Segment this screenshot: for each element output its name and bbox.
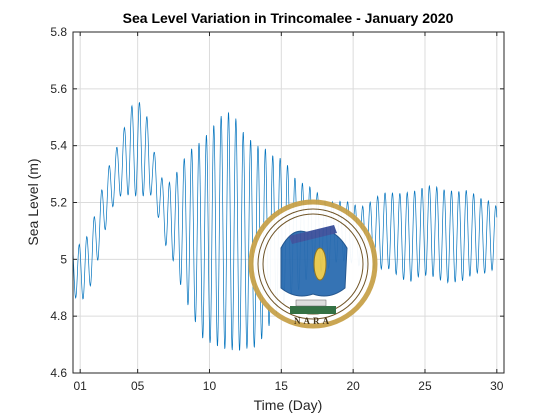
x-tick-label: 25 (418, 379, 432, 393)
x-tick-label: 01 (74, 379, 88, 393)
x-axis-label: Time (Day) (254, 397, 323, 413)
y-tick-label: 4.6 (50, 366, 67, 380)
x-tick-label: 15 (275, 379, 289, 393)
nara-oceanography-seal-icon: NARA (248, 199, 378, 329)
svg-text:NARA: NARA (294, 316, 332, 326)
y-tick-label: 5.6 (50, 82, 67, 96)
y-tick-label: 5.8 (50, 25, 67, 39)
y-axis-label: Sea Level (m) (25, 158, 41, 245)
y-tick-label: 4.8 (50, 309, 67, 323)
x-tick-label: 30 (490, 379, 504, 393)
y-tick-label: 5.4 (50, 139, 67, 153)
x-axis-ticks: 01 05 10 15 20 25 30 (74, 32, 504, 393)
y-axis-ticks: 4.6 4.8 5 5.2 5.4 5.6 5.8 (50, 25, 504, 380)
x-tick-label: 10 (203, 379, 217, 393)
y-tick-label: 5 (60, 252, 67, 266)
x-tick-label: 05 (131, 379, 145, 393)
chart-title: Sea Level Variation in Trincomalee - Jan… (123, 10, 454, 26)
y-tick-label: 5.2 (50, 196, 67, 210)
x-tick-label: 20 (346, 379, 360, 393)
